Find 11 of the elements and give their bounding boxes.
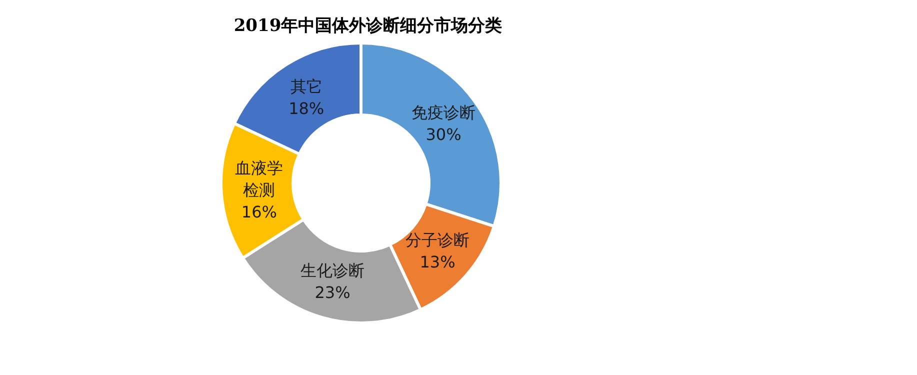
data-label: 16% xyxy=(241,202,277,221)
slice-label: 血液学检测 xyxy=(235,158,284,199)
data-label: 13% xyxy=(420,252,456,271)
slice-label: 生化诊断 xyxy=(300,260,365,280)
data-label: 23% xyxy=(314,282,350,302)
slice-label: 分子诊断 xyxy=(406,230,470,249)
slice-label: 免疫诊断 xyxy=(412,102,476,122)
data-label: 18% xyxy=(288,98,324,118)
slice-label: 其它 xyxy=(290,76,322,96)
data-label: 30% xyxy=(426,124,462,144)
chart-title: 2019年中国体外诊断细分市场分类 xyxy=(232,15,504,37)
